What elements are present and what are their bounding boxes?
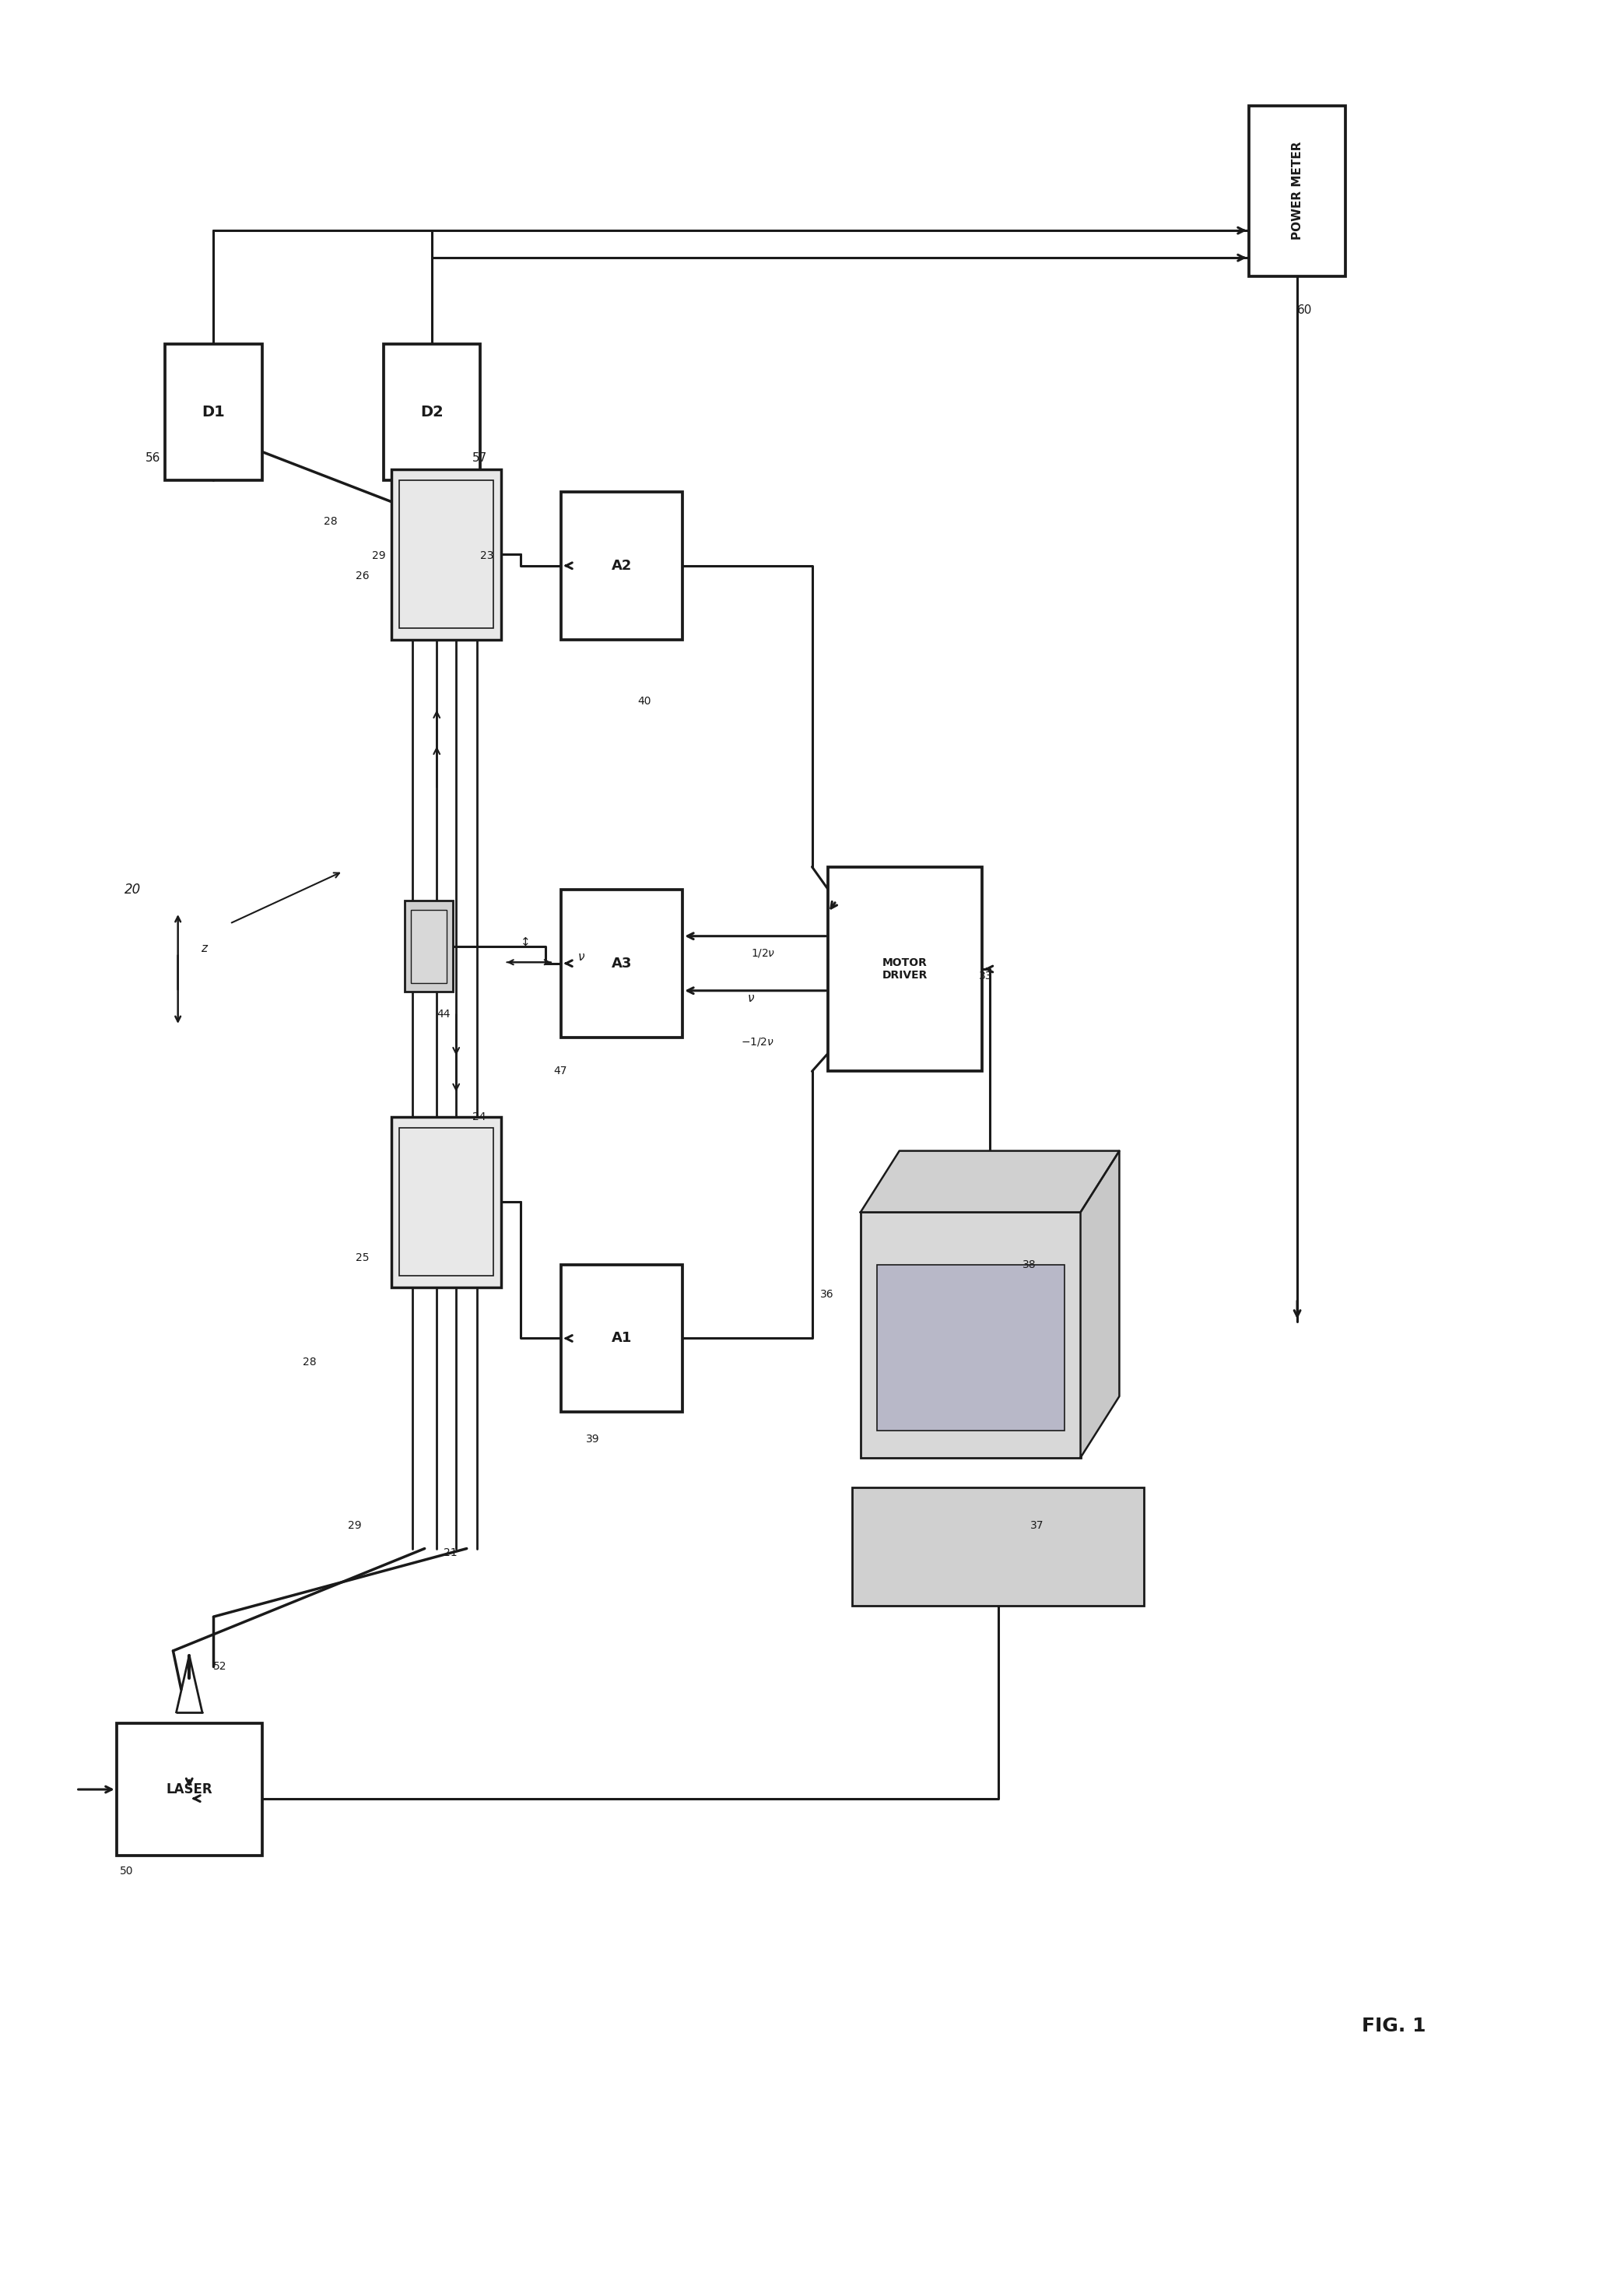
Text: z: z bbox=[201, 944, 206, 955]
Text: 52: 52 bbox=[213, 1661, 227, 1673]
Text: 26: 26 bbox=[356, 570, 370, 581]
Bar bbox=[391, 1117, 502, 1288]
Text: 39: 39 bbox=[586, 1433, 599, 1445]
Text: 24: 24 bbox=[473, 1112, 486, 1121]
Text: D2: D2 bbox=[421, 406, 443, 419]
Bar bbox=[166, 344, 261, 481]
Text: 25: 25 bbox=[356, 1251, 370, 1263]
Text: 29: 29 bbox=[348, 1520, 362, 1531]
Text: A1: A1 bbox=[612, 1331, 632, 1345]
Text: $\nu$: $\nu$ bbox=[578, 953, 585, 964]
Text: $1/2\nu$: $1/2\nu$ bbox=[750, 948, 775, 959]
Text: A2: A2 bbox=[612, 558, 632, 572]
Bar bbox=[828, 866, 983, 1071]
Text: 20: 20 bbox=[125, 882, 141, 896]
Polygon shape bbox=[861, 1151, 1119, 1212]
Bar bbox=[411, 909, 447, 982]
Bar bbox=[391, 469, 502, 640]
Text: POWER METER: POWER METER bbox=[1291, 141, 1302, 239]
Text: 29: 29 bbox=[372, 549, 387, 561]
Text: $\updownarrow$: $\updownarrow$ bbox=[518, 937, 529, 948]
Bar bbox=[562, 889, 682, 1037]
Text: MOTOR
DRIVER: MOTOR DRIVER bbox=[882, 957, 927, 980]
Text: 28: 28 bbox=[302, 1356, 317, 1367]
Text: 56: 56 bbox=[146, 451, 161, 463]
Bar bbox=[562, 1265, 682, 1413]
Bar bbox=[117, 1723, 261, 1855]
Bar bbox=[400, 481, 494, 629]
Text: 60: 60 bbox=[1298, 303, 1312, 317]
Text: 47: 47 bbox=[554, 1067, 567, 1076]
Bar bbox=[877, 1265, 1064, 1431]
Text: 37: 37 bbox=[1030, 1520, 1044, 1531]
Bar bbox=[562, 492, 682, 640]
Text: 21: 21 bbox=[443, 1547, 456, 1559]
Polygon shape bbox=[1080, 1151, 1119, 1459]
Text: $-1/2\nu$: $-1/2\nu$ bbox=[741, 1037, 775, 1048]
Text: 28: 28 bbox=[323, 515, 338, 526]
Text: $\nu$: $\nu$ bbox=[747, 994, 755, 1005]
Text: 50: 50 bbox=[120, 1867, 133, 1876]
Bar bbox=[861, 1212, 1080, 1459]
Bar bbox=[853, 1488, 1143, 1604]
Text: 36: 36 bbox=[820, 1288, 833, 1299]
Bar bbox=[400, 1128, 494, 1276]
Text: 44: 44 bbox=[437, 1010, 450, 1021]
Text: 23: 23 bbox=[481, 549, 494, 561]
Text: LASER: LASER bbox=[166, 1782, 213, 1796]
Text: 33: 33 bbox=[979, 971, 992, 982]
Bar bbox=[383, 344, 481, 481]
Text: FIG. 1: FIG. 1 bbox=[1363, 2017, 1426, 2035]
Bar bbox=[404, 900, 453, 991]
Text: 40: 40 bbox=[637, 695, 651, 706]
Text: A3: A3 bbox=[612, 957, 632, 971]
Text: 38: 38 bbox=[1021, 1258, 1036, 1269]
Text: D1: D1 bbox=[201, 406, 226, 419]
Bar bbox=[1249, 105, 1346, 276]
Text: 57: 57 bbox=[473, 451, 487, 463]
